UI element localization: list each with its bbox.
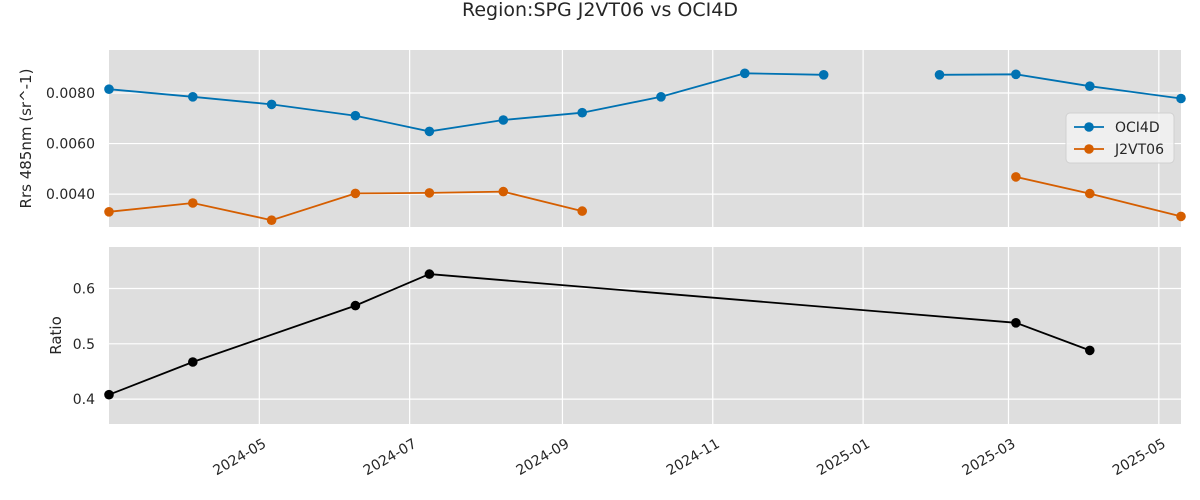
ratio-line [108, 273, 1091, 396]
oci4d-series [104, 68, 1186, 137]
ratio-panel: 0.40.50.6 Ratio 2024-05 2024-07 2024-09 202… [47, 247, 1181, 479]
legend-marker [1084, 122, 1094, 132]
legend: OCI4D J2VT06 [1065, 112, 1175, 164]
rrs-y-ticks: 0.0040 0.0060 0.0080 [46, 86, 95, 203]
rrs-plot-area [109, 50, 1181, 227]
x-axis-ticks: 2024-05 2024-07 2024-09 2024-11 2025-01 2025-… [210, 436, 1168, 479]
ratio-point [1011, 318, 1021, 328]
oci4d-line [939, 73, 1182, 100]
x-tick-label: 2024-05 [210, 436, 269, 479]
oci4d-point [424, 126, 435, 137]
j2vt06-point [188, 198, 198, 208]
x-tick-label: 2025-03 [960, 436, 1019, 479]
oci4d-point [350, 110, 361, 121]
oci4d-point [266, 99, 277, 110]
rrs-panel: 0.0040 0.0060 0.0080 Rrs 485nm (sr^-1) OCI… [17, 50, 1186, 227]
oci4d-point [818, 70, 829, 80]
oci4d-point [498, 115, 509, 125]
ratio-point [424, 269, 435, 279]
oci4d-point [1176, 93, 1186, 104]
j2vt06-point [577, 206, 587, 216]
oci4d-line [108, 72, 824, 133]
rrs-gridlines [109, 50, 1181, 227]
ratio-y-tick-label: 0.6 [73, 281, 95, 297]
ratio-plot-area [109, 247, 1181, 424]
ratio-gridlines [109, 247, 1181, 424]
j2vt06-point [498, 186, 509, 197]
j2vt06-point [424, 188, 435, 198]
j2vt06-point [104, 207, 114, 217]
rrs-series-layer [104, 68, 1186, 225]
j2vt06-point [1011, 172, 1021, 182]
x-tick-label: 2024-09 [514, 436, 573, 479]
rrs-y-tick-label: 0.0080 [46, 86, 95, 102]
rrs-y-tick-label: 0.0040 [46, 187, 95, 203]
ratio-y-tick-label: 0.5 [73, 337, 95, 353]
legend-label: J2VT06 [1114, 142, 1164, 158]
ratio-point [1085, 345, 1095, 356]
oci4d-point [1085, 81, 1095, 91]
oci4d-point [104, 84, 114, 94]
ratio-point [104, 389, 114, 400]
chart-title: Region:SPG J2VT06 vs OCI4D [462, 0, 738, 21]
j2vt06-series [104, 172, 1186, 225]
j2vt06-point [350, 188, 361, 199]
j2vt06-point [1085, 188, 1095, 199]
ratio-point [188, 357, 198, 367]
rrs-y-tick-label: 0.0060 [46, 137, 95, 153]
j2vt06-point [266, 215, 277, 225]
x-tick-label: 2025-01 [814, 436, 873, 479]
oci4d-point [656, 92, 666, 102]
ratio-series-layer [104, 269, 1095, 400]
ratio-series [104, 269, 1095, 400]
oci4d-point [577, 107, 587, 118]
ratio-point [350, 300, 361, 311]
legend-label: OCI4D [1115, 120, 1160, 136]
oci4d-point [740, 68, 750, 79]
rrs-y-axis-label: Rrs 485nm (sr^-1) [17, 69, 35, 209]
j2vt06-point [1176, 211, 1186, 222]
oci4d-point [188, 92, 198, 102]
x-tick-label: 2024-11 [664, 436, 723, 479]
ratio-y-axis-label: Ratio [47, 316, 65, 355]
ratio-y-tick-label: 0.4 [73, 392, 95, 408]
oci4d-point [1011, 69, 1021, 80]
legend-marker [1084, 144, 1094, 154]
ratio-y-ticks: 0.4 0.5 0.6 [73, 281, 95, 408]
oci4d-point [934, 70, 945, 80]
x-tick-label: 2025-05 [1110, 436, 1169, 479]
x-tick-label: 2024-07 [361, 436, 420, 479]
